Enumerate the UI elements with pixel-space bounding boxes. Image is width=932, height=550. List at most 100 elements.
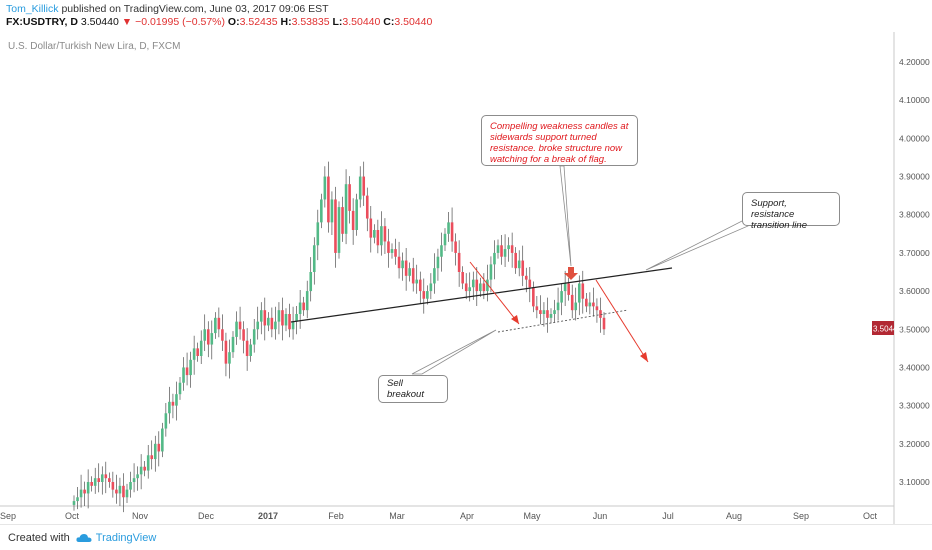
candle-body bbox=[532, 287, 535, 307]
candle-body bbox=[418, 279, 422, 292]
candle-body bbox=[436, 256, 440, 269]
candle-body bbox=[291, 321, 295, 330]
candle-body bbox=[443, 233, 447, 246]
candle-body bbox=[411, 268, 415, 284]
candle-body bbox=[447, 222, 450, 234]
price-tick-label: 3.20000 bbox=[899, 439, 930, 449]
candle-body bbox=[104, 474, 108, 479]
symbol-label: FX:USDTRY, D bbox=[6, 16, 78, 28]
candle-body bbox=[196, 348, 199, 356]
candle-body bbox=[373, 230, 376, 238]
candle-body bbox=[567, 283, 570, 295]
candle-body bbox=[560, 291, 563, 303]
time-tick-label: Feb bbox=[328, 511, 344, 521]
candle-body bbox=[263, 310, 267, 326]
price-chart[interactable]: U.S. Dollar/Turkish New Lira, D, FXCM 3.… bbox=[0, 32, 932, 524]
candle-body bbox=[171, 401, 175, 406]
candle-body bbox=[118, 485, 122, 494]
candle-body bbox=[210, 333, 214, 345]
annotation-weakness[interactable]: Compelling weakness candles at sidewards… bbox=[481, 115, 638, 166]
candle-body bbox=[288, 314, 291, 330]
candles-group bbox=[72, 161, 606, 513]
annotation-sell[interactable]: Sell breakout bbox=[378, 375, 448, 403]
price-tick-label: 4.20000 bbox=[899, 57, 930, 67]
tradingview-logo[interactable]: TradingView bbox=[76, 532, 156, 544]
close-value: 3.50440 bbox=[394, 16, 433, 28]
time-tick-label: Dec bbox=[198, 511, 215, 521]
price-tick-label: 4.10000 bbox=[899, 95, 930, 105]
candle-body bbox=[242, 329, 245, 341]
candle-body bbox=[168, 401, 171, 414]
candle-body bbox=[199, 340, 203, 356]
candle-body bbox=[457, 252, 461, 272]
candle-body bbox=[570, 294, 574, 311]
callout-pointer-weakness bbox=[559, 165, 572, 267]
candle-body bbox=[422, 291, 426, 299]
price-tick-label: 3.40000 bbox=[899, 362, 930, 372]
candle-body bbox=[221, 329, 224, 341]
candle-body bbox=[517, 260, 521, 269]
time-tick-label: Oct bbox=[863, 511, 878, 521]
candle-body bbox=[362, 176, 366, 196]
flag-support-line[interactable] bbox=[497, 309, 629, 333]
author-link[interactable]: Tom_Killick bbox=[6, 3, 59, 15]
candle-body bbox=[482, 283, 486, 292]
candle-body bbox=[348, 184, 351, 211]
candle-body bbox=[489, 264, 493, 280]
time-tick-label: Nov bbox=[132, 511, 149, 521]
candle-body bbox=[486, 279, 489, 292]
candle-body bbox=[433, 268, 436, 284]
candle-body bbox=[542, 310, 546, 314]
annotation-support[interactable]: Support, resistance transition line bbox=[742, 192, 840, 231]
candle-body bbox=[376, 230, 380, 246]
price-tick-label: 3.50000 bbox=[899, 324, 930, 334]
chart-area[interactable]: U.S. Dollar/Turkish New Lira, D, FXCM 3.… bbox=[0, 32, 932, 524]
candle-body bbox=[129, 482, 132, 490]
candle-body bbox=[464, 283, 468, 292]
candle-body bbox=[164, 413, 168, 429]
candle-body bbox=[206, 329, 210, 345]
price-axis: 3.10000 3.20000 3.30000 3.40000 3.50000 3.600… bbox=[899, 57, 930, 487]
price-tick-label: 3.90000 bbox=[899, 172, 930, 182]
candle-body bbox=[83, 489, 86, 494]
candle-body bbox=[284, 314, 288, 326]
cloud-icon bbox=[76, 533, 92, 542]
time-tick-label: Apr bbox=[460, 511, 474, 521]
candle-body bbox=[108, 478, 111, 482]
candle-body bbox=[235, 321, 238, 337]
time-tick-label: Mar bbox=[389, 511, 405, 521]
candle-body bbox=[468, 287, 472, 292]
candle-body bbox=[549, 314, 553, 318]
candle-body bbox=[563, 283, 567, 292]
down-arrow-icon: ▼ bbox=[121, 16, 133, 28]
candle-body bbox=[192, 348, 196, 360]
time-tick-label: Sep bbox=[793, 511, 809, 521]
candle-body bbox=[514, 252, 517, 269]
candle-body bbox=[93, 478, 97, 486]
candle-body bbox=[553, 310, 556, 314]
price-tick-label: 3.60000 bbox=[899, 286, 930, 296]
arrowhead-1 bbox=[511, 315, 519, 324]
candle-body bbox=[238, 321, 242, 330]
candle-body bbox=[546, 310, 549, 318]
candle-body bbox=[189, 359, 192, 376]
candle-body bbox=[259, 310, 263, 322]
candle-body bbox=[369, 218, 373, 238]
candle-body bbox=[320, 199, 323, 223]
price-tag: 3.50440 bbox=[873, 325, 902, 334]
candle-body bbox=[182, 367, 185, 383]
price-tick-label: 3.80000 bbox=[899, 210, 930, 220]
candle-body bbox=[556, 302, 560, 311]
low-value: 3.50440 bbox=[342, 16, 381, 28]
candle-body bbox=[539, 310, 542, 314]
support-resistance-line[interactable] bbox=[290, 267, 673, 323]
price-change: −0.01995 (−0.57%) bbox=[135, 16, 225, 28]
candle-body bbox=[390, 249, 394, 253]
publish-info: Tom_Killick published on TradingView.com… bbox=[6, 3, 926, 16]
candle-body bbox=[503, 249, 507, 257]
candle-body bbox=[401, 260, 404, 269]
candle-body bbox=[528, 279, 532, 288]
open-value: 3.52435 bbox=[239, 16, 278, 28]
candle-body bbox=[146, 455, 150, 471]
candle-body bbox=[475, 279, 479, 292]
